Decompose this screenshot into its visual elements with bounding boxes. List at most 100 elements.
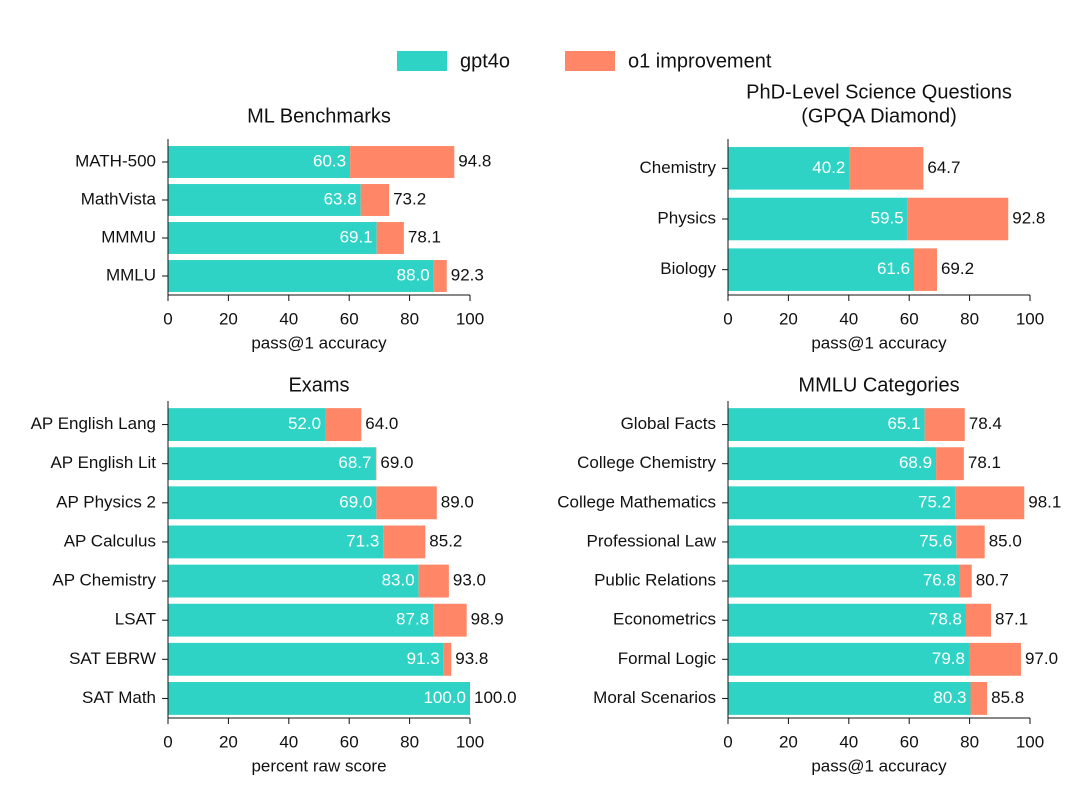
y-tick-label: MathVista <box>81 189 157 208</box>
bar-value-label: 68.9 <box>899 453 932 472</box>
bar-segment <box>968 642 1021 676</box>
legend-label: o1 improvement <box>628 50 772 72</box>
bar-segment <box>168 447 376 481</box>
x-tick-label: 100 <box>1016 309 1044 328</box>
bar-value-label: 61.6 <box>877 259 910 278</box>
y-tick-label: SAT Math <box>82 688 156 707</box>
total-label: 94.8 <box>458 151 491 170</box>
bar-value-label: 59.5 <box>871 208 904 227</box>
bar-segment <box>168 486 377 520</box>
bar-segment <box>728 248 915 291</box>
y-tick-label: College Mathematics <box>557 492 716 511</box>
bar-segment <box>965 603 992 637</box>
bar-value-label: 65.1 <box>888 414 921 433</box>
bar-segment <box>360 184 390 216</box>
y-tick-label: MMLU <box>106 265 156 284</box>
total-label: 78.1 <box>968 453 1001 472</box>
x-tick-label: 20 <box>779 732 798 751</box>
bar-value-label: 91.3 <box>407 649 440 668</box>
x-tick-label: 0 <box>163 309 172 328</box>
bar-segment <box>728 564 960 598</box>
panel-title: PhD-Level Science Questions <box>746 81 1012 103</box>
bar-segment <box>728 525 957 559</box>
bar-segment <box>728 682 971 715</box>
y-tick-label: AP English Lang <box>31 414 156 433</box>
total-label: 98.9 <box>471 610 504 629</box>
y-tick-label: MMMU <box>101 227 156 246</box>
x-tick-label: 0 <box>163 732 172 751</box>
total-label: 100.0 <box>474 688 517 707</box>
bar-segment <box>914 248 937 291</box>
bar-segment <box>168 408 326 441</box>
bar-value-label: 69.0 <box>339 492 372 511</box>
x-tick-label: 0 <box>723 309 732 328</box>
y-tick-label: Global Facts <box>621 414 716 433</box>
bar-segment <box>956 525 985 559</box>
bar-segment <box>728 197 908 241</box>
bar-segment <box>168 525 384 559</box>
total-label: 97.0 <box>1025 649 1058 668</box>
bar-segment <box>728 642 969 676</box>
bar-segment <box>959 564 972 598</box>
bar-segment <box>168 260 434 292</box>
bar-segment <box>924 408 965 441</box>
bar-value-label: 88.0 <box>397 265 430 284</box>
y-tick-label: Chemistry <box>639 158 716 177</box>
y-tick-label: AP Physics 2 <box>56 492 156 511</box>
y-tick-label: Econometrics <box>613 610 716 629</box>
bar-segment <box>168 642 444 676</box>
bar-segment <box>849 147 924 190</box>
bar-value-label: 69.1 <box>340 227 373 246</box>
bar-segment <box>728 408 925 441</box>
total-label: 80.7 <box>976 571 1009 590</box>
bar-segment <box>168 222 377 254</box>
legend-swatch <box>397 51 447 71</box>
bar-segment <box>168 564 419 598</box>
x-axis-label: pass@1 accuracy <box>251 333 387 352</box>
legend-swatch <box>565 51 615 71</box>
x-tick-label: 40 <box>839 309 858 328</box>
y-tick-label: Formal Logic <box>618 649 717 668</box>
x-axis-label: pass@1 accuracy <box>811 333 947 352</box>
bar-segment <box>375 447 377 481</box>
y-tick-label: Biology <box>660 259 716 278</box>
x-tick-label: 40 <box>279 732 298 751</box>
x-tick-label: 80 <box>960 309 979 328</box>
panel-title: ML Benchmarks <box>247 105 391 127</box>
y-tick-label: Professional Law <box>587 531 717 550</box>
bar-segment <box>433 603 467 637</box>
x-tick-label: 60 <box>340 309 359 328</box>
bar-segment <box>376 486 437 520</box>
bar-value-label: 83.0 <box>382 571 415 590</box>
bar-segment <box>418 564 449 598</box>
total-label: 92.3 <box>451 265 484 284</box>
y-tick-label: Physics <box>657 208 716 227</box>
x-tick-label: 20 <box>779 309 798 328</box>
bar-value-label: 60.3 <box>313 151 346 170</box>
bar-value-label: 71.3 <box>346 531 379 550</box>
panel-title: Exams <box>288 374 349 396</box>
bar-value-label: 79.8 <box>932 649 965 668</box>
bar-value-label: 75.2 <box>918 492 951 511</box>
total-label: 93.0 <box>453 571 486 590</box>
x-tick-label: 60 <box>900 309 919 328</box>
bar-value-label: 40.2 <box>812 158 845 177</box>
bar-segment <box>325 408 362 441</box>
bar-segment <box>955 486 1025 520</box>
y-tick-label: AP Chemistry <box>52 571 156 590</box>
bar-segment <box>433 260 447 292</box>
bar-segment <box>168 146 351 178</box>
total-label: 98.1 <box>1028 492 1061 511</box>
total-label: 85.8 <box>991 688 1024 707</box>
bar-value-label: 80.3 <box>933 688 966 707</box>
total-label: 87.1 <box>995 610 1028 629</box>
total-label: 69.2 <box>941 259 974 278</box>
x-tick-label: 20 <box>219 309 238 328</box>
bar-segment <box>168 184 361 216</box>
bar-segment <box>350 146 455 178</box>
bar-value-label: 52.0 <box>288 414 321 433</box>
total-label: 78.1 <box>408 227 441 246</box>
bar-value-label: 68.7 <box>338 453 371 472</box>
x-tick-label: 80 <box>400 309 419 328</box>
bar-segment <box>728 147 850 190</box>
